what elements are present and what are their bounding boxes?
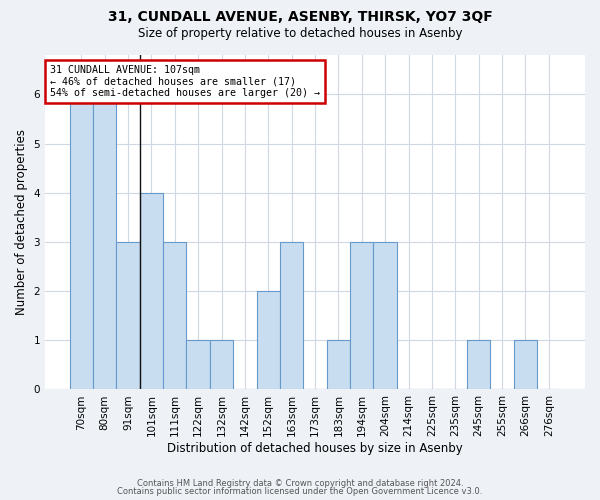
Bar [116, 242, 140, 390]
Text: Contains HM Land Registry data © Crown copyright and database right 2024.: Contains HM Land Registry data © Crown c… [137, 478, 463, 488]
Bar [467, 340, 490, 390]
Text: 31 CUNDALL AVENUE: 107sqm
← 46% of detached houses are smaller (17)
54% of semi-: 31 CUNDALL AVENUE: 107sqm ← 46% of detac… [50, 65, 320, 98]
Bar [187, 340, 210, 390]
Bar [210, 340, 233, 390]
X-axis label: Distribution of detached houses by size in Asenby: Distribution of detached houses by size … [167, 442, 463, 455]
Text: Size of property relative to detached houses in Asenby: Size of property relative to detached ho… [138, 28, 462, 40]
Bar [327, 340, 350, 390]
Text: Contains public sector information licensed under the Open Government Licence v3: Contains public sector information licen… [118, 487, 482, 496]
Bar [70, 94, 93, 390]
Y-axis label: Number of detached properties: Number of detached properties [15, 129, 28, 315]
Text: 31, CUNDALL AVENUE, ASENBY, THIRSK, YO7 3QF: 31, CUNDALL AVENUE, ASENBY, THIRSK, YO7 … [107, 10, 493, 24]
Bar [93, 94, 116, 390]
Bar [514, 340, 537, 390]
Bar [373, 242, 397, 390]
Bar [257, 291, 280, 390]
Bar [350, 242, 373, 390]
Bar [140, 192, 163, 390]
Bar [280, 242, 304, 390]
Bar [163, 242, 187, 390]
